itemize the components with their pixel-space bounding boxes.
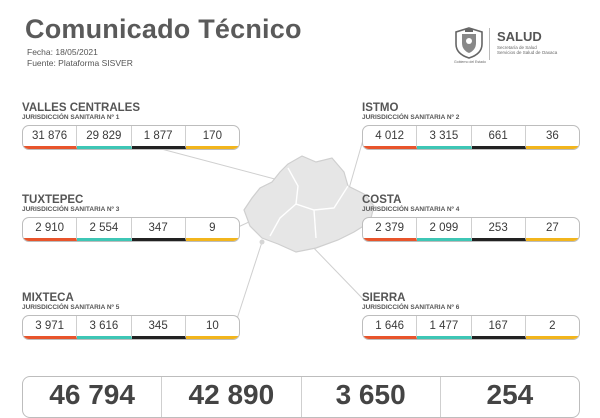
- region-stats: 2 379 2 099 253 27: [362, 217, 580, 242]
- stat-confirmed: 2 910: [23, 218, 78, 241]
- logo-salud-text: SALUD: [497, 29, 542, 44]
- region-name: SIERRA: [362, 292, 406, 304]
- region-name: COSTA: [362, 194, 402, 206]
- region-subtitle: JURISDICCIÓN SANITARIA Nº 6: [362, 304, 460, 311]
- region-stats: 31 876 29 829 1 877 170: [22, 125, 240, 150]
- region-name: ISTMO: [362, 102, 399, 114]
- region-stats: 3 971 3 616 345 10: [22, 315, 240, 340]
- region-stats: 4 012 3 315 661 36: [362, 125, 580, 150]
- stat-deaths: 1 877: [131, 126, 186, 149]
- region-tuxtepec: TUXTEPEC JURISDICCIÓN SANITARIA Nº 3 2 9…: [22, 194, 240, 242]
- region-subtitle: JURISDICCIÓN SANITARIA Nº 3: [22, 206, 120, 213]
- region-name: MIXTECA: [22, 292, 74, 304]
- region-subtitle: JURISDICCIÓN SANITARIA Nº 4: [362, 206, 460, 213]
- stat-recovered: 1 477: [417, 316, 472, 339]
- stat-recovered: 29 829: [77, 126, 132, 149]
- date-label: Fecha: 18/05/2021: [27, 47, 98, 57]
- region-istmo: ISTMO JURISDICCIÓN SANITARIA Nº 2 4 012 …: [362, 102, 580, 150]
- region-name: TUXTEPEC: [22, 194, 84, 206]
- region-subtitle: JURISDICCIÓN SANITARIA Nº 1: [22, 114, 120, 121]
- region-stats: 1 646 1 477 167 2: [362, 315, 580, 340]
- stat-confirmed: 1 646: [363, 316, 418, 339]
- stat-confirmed: 2 379: [363, 218, 418, 241]
- region-stats: 2 910 2 554 347 9: [22, 217, 240, 242]
- stat-recovered: 3 616: [77, 316, 132, 339]
- region-name: VALLES CENTRALES: [22, 102, 140, 114]
- stat-confirmed: 4 012: [363, 126, 418, 149]
- region-subtitle: JURISDICCIÓN SANITARIA Nº 5: [22, 304, 120, 311]
- stat-deaths: 167: [471, 316, 526, 339]
- stat-recovered: 2 554: [77, 218, 132, 241]
- stat-active: 10: [185, 316, 239, 339]
- state-totals: 46 794 42 890 3 650 254: [22, 376, 580, 418]
- total-recovered: 42 890: [162, 377, 302, 417]
- stat-confirmed: 3 971: [23, 316, 78, 339]
- stat-active: 170: [185, 126, 239, 149]
- region-sierra: SIERRA JURISDICCIÓN SANITARIA Nº 6 1 646…: [362, 292, 580, 340]
- stat-active: 27: [525, 218, 579, 241]
- stat-recovered: 3 315: [417, 126, 472, 149]
- stat-deaths: 345: [131, 316, 186, 339]
- region-valles-centrales: VALLES CENTRALES JURISDICCIÓN SANITARIA …: [22, 102, 240, 150]
- region-mixteca: MIXTECA JURISDICCIÓN SANITARIA Nº 5 3 97…: [22, 292, 240, 340]
- stat-deaths: 661: [471, 126, 526, 149]
- stat-deaths: 347: [131, 218, 186, 241]
- oaxaca-seal-icon: [455, 27, 483, 59]
- stat-recovered: 2 099: [417, 218, 472, 241]
- seal-caption: Gobierno del Estado: [454, 60, 486, 64]
- total-active: 254: [486, 379, 534, 410]
- total-confirmed: 46 794: [23, 377, 163, 417]
- oaxaca-map-icon: [243, 155, 375, 253]
- logo-subtitle-1: Secretaría de Salud: [497, 45, 537, 50]
- stat-deaths: 253: [471, 218, 526, 241]
- region-costa: COSTA JURISDICCIÓN SANITARIA Nº 4 2 379 …: [362, 194, 580, 242]
- stat-confirmed: 31 876: [23, 126, 78, 149]
- stat-active: 9: [185, 218, 239, 241]
- total-deaths: 3 650: [302, 377, 441, 417]
- logo-divider: [489, 28, 490, 60]
- stat-active: 2: [525, 316, 579, 339]
- page-title: Comunicado Técnico: [25, 14, 302, 44]
- source-label: Fuente: Plataforma SISVER: [27, 58, 133, 68]
- logo-subtitle-2: Servicios de Salud de Oaxaca: [497, 50, 558, 55]
- region-subtitle: JURISDICCIÓN SANITARIA Nº 2: [362, 114, 460, 121]
- stat-active: 36: [525, 126, 579, 149]
- salud-logo: Gobierno del Estado SALUD Secretaría de …: [452, 26, 582, 66]
